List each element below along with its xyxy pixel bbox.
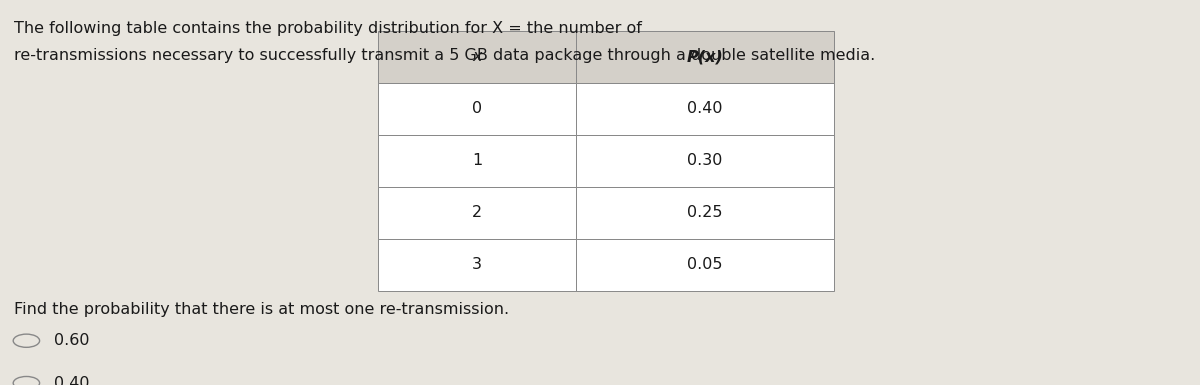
Text: Find the probability that there is at most one re-transmission.: Find the probability that there is at mo… [14, 302, 510, 317]
Text: 0.25: 0.25 [688, 205, 722, 220]
Text: re-transmissions necessary to successfully transmit a 5 GB data package through : re-transmissions necessary to successful… [14, 48, 876, 63]
Text: 2: 2 [472, 205, 482, 220]
Text: 1: 1 [472, 153, 482, 168]
Text: 0.40: 0.40 [688, 101, 722, 116]
Text: 0.60: 0.60 [54, 333, 90, 348]
Text: 0.40: 0.40 [54, 376, 90, 385]
Text: x: x [473, 49, 481, 64]
Text: P(x): P(x) [686, 49, 724, 64]
Text: 0: 0 [472, 101, 482, 116]
Text: 3: 3 [472, 257, 482, 272]
Text: 0.05: 0.05 [688, 257, 722, 272]
Text: 0.30: 0.30 [688, 153, 722, 168]
Text: The following table contains the probability distribution for X = the number of: The following table contains the probabi… [14, 21, 642, 36]
